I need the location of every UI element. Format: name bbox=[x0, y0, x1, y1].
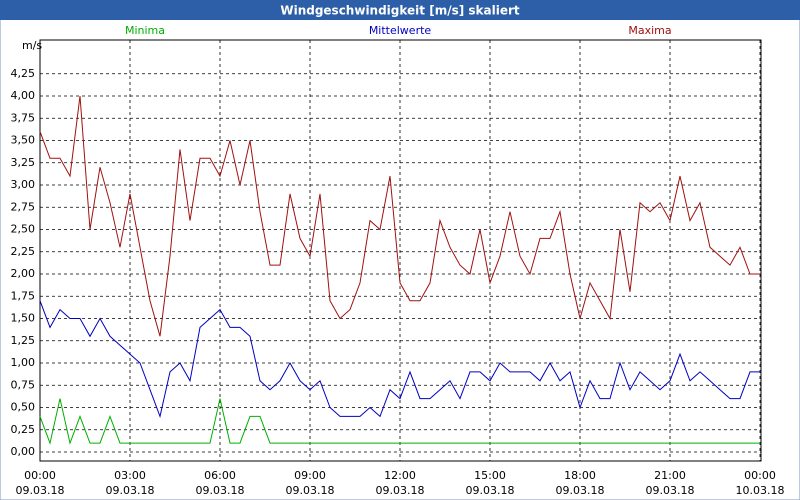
x-tick-date: 10.03.18 bbox=[736, 484, 785, 497]
x-tick-label: 21:00 bbox=[654, 469, 686, 482]
legend-label: Mittelwerte bbox=[369, 24, 432, 37]
y-tick-label: 1,75 bbox=[11, 289, 36, 302]
x-tick-label: 18:00 bbox=[564, 469, 596, 482]
y-tick-label: 2,50 bbox=[11, 223, 36, 236]
x-tick-label: 06:00 bbox=[204, 469, 236, 482]
x-tick-label: 03:00 bbox=[114, 469, 146, 482]
y-tick-label: 3,00 bbox=[11, 178, 36, 191]
x-tick-date: 09.03.18 bbox=[196, 484, 245, 497]
y-tick-label: 1,00 bbox=[11, 356, 36, 369]
y-tick-label: 3,25 bbox=[11, 156, 36, 169]
y-axis-label: m/s bbox=[22, 39, 42, 52]
chart-title: Windgeschwindigkeit [m/s] skaliert bbox=[280, 4, 520, 18]
x-tick-label: 00:00 bbox=[24, 469, 56, 482]
x-tick-date: 09.03.18 bbox=[466, 484, 515, 497]
y-tick-label: 2,75 bbox=[11, 200, 36, 213]
x-tick-date: 09.03.18 bbox=[106, 484, 155, 497]
legend-label: Minima bbox=[125, 24, 165, 37]
x-tick-label: 15:00 bbox=[474, 469, 506, 482]
y-tick-label: 4,00 bbox=[11, 89, 36, 102]
data-line bbox=[39, 398, 760, 445]
y-tick-label: 0,25 bbox=[11, 423, 36, 436]
title-bar bbox=[0, 0, 800, 20]
x-tick-date: 09.03.18 bbox=[376, 484, 425, 497]
y-tick-label: 0,75 bbox=[11, 378, 36, 391]
y-tick-label: 2,00 bbox=[11, 267, 36, 280]
x-tick-date: 09.03.18 bbox=[16, 484, 65, 497]
x-tick-date: 09.03.18 bbox=[646, 484, 695, 497]
x-tick-label: 00:00 bbox=[744, 469, 776, 482]
data-line bbox=[39, 300, 760, 419]
y-tick-label: 2,25 bbox=[11, 245, 36, 258]
legend-label: Maxima bbox=[628, 24, 671, 37]
y-tick-label: 1,50 bbox=[11, 312, 36, 325]
x-tick-label: 12:00 bbox=[384, 469, 416, 482]
x-tick-label: 09:00 bbox=[294, 469, 326, 482]
y-tick-label: 4,25 bbox=[11, 67, 36, 80]
y-tick-label: 0,00 bbox=[11, 445, 36, 458]
x-tick-date: 09.03.18 bbox=[556, 484, 605, 497]
data-line bbox=[39, 95, 760, 337]
y-tick-label: 1,25 bbox=[11, 334, 36, 347]
x-tick-date: 09.03.18 bbox=[286, 484, 335, 497]
y-tick-label: 3,75 bbox=[11, 111, 36, 124]
y-tick-label: 3,50 bbox=[11, 134, 36, 147]
y-tick-label: 0,50 bbox=[11, 401, 36, 414]
